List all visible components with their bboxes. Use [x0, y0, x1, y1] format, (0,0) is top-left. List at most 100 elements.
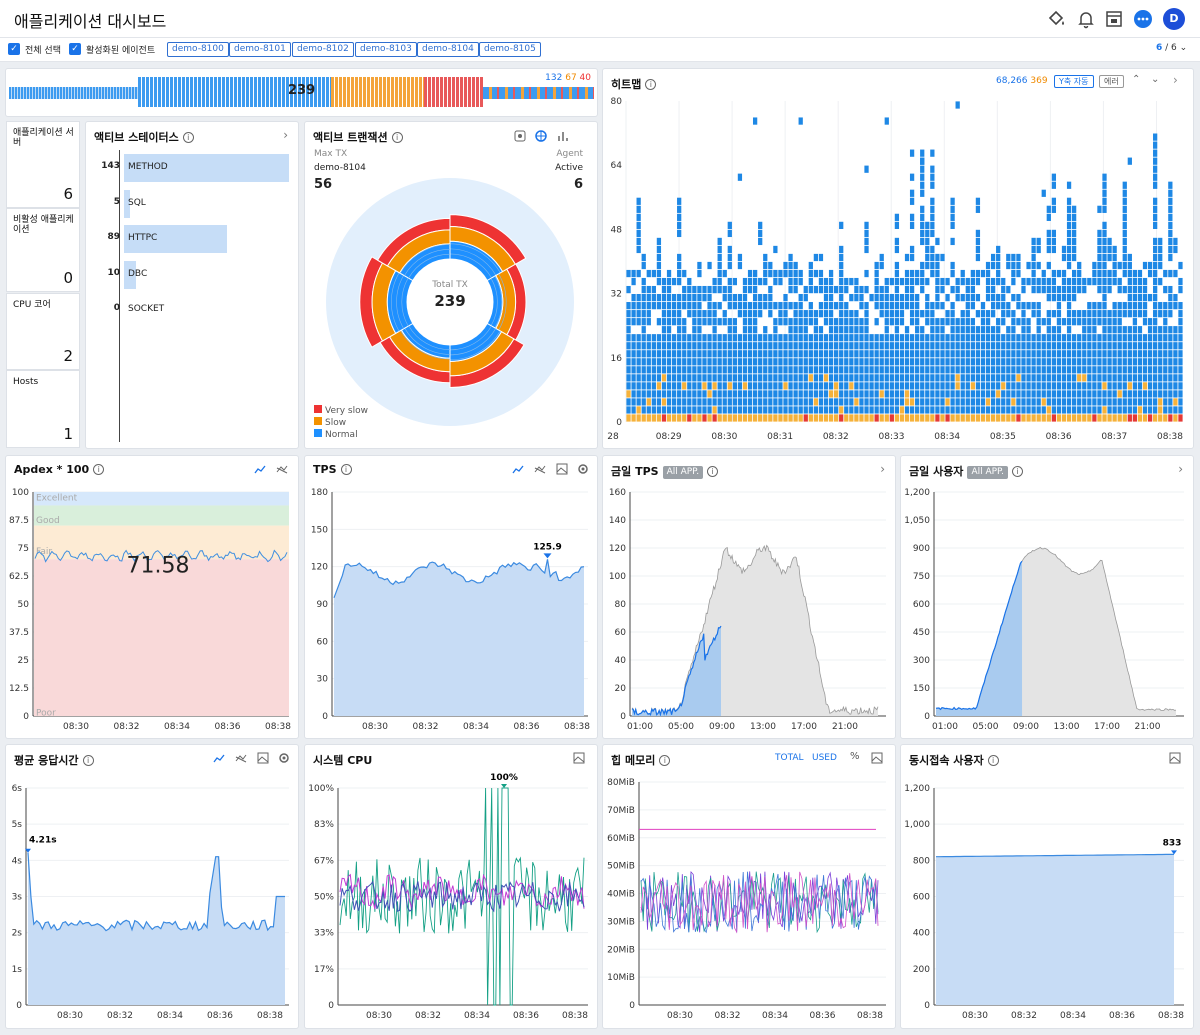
info-icon[interactable]: i: [391, 132, 403, 143]
agent-count[interactable]: 6 / 6 ⌄: [1156, 43, 1188, 53]
line-chart-icon[interactable]: [254, 463, 266, 475]
agent-chip[interactable]: demo-8103: [355, 42, 417, 57]
heat-cell: [869, 390, 874, 398]
heat-cell: [1051, 398, 1057, 406]
info-icon[interactable]: i: [340, 464, 352, 475]
peak-marker: [501, 784, 508, 788]
line-chart-icon[interactable]: [213, 752, 225, 764]
kpi-app-server[interactable]: 애플리케이션 서버 6: [7, 122, 79, 207]
gear-icon[interactable]: [278, 752, 290, 764]
agent-chip[interactable]: demo-8105: [479, 42, 541, 57]
heat-cell: [646, 318, 651, 326]
info-icon[interactable]: i: [1011, 466, 1023, 477]
heat-cell: [768, 366, 773, 374]
y-axis-auto-button[interactable]: Y축 자동: [1054, 75, 1094, 88]
image-icon[interactable]: [257, 752, 269, 764]
info-icon[interactable]: i: [93, 464, 105, 475]
agent-chip[interactable]: demo-8102: [292, 42, 354, 57]
heat-cell: [626, 302, 631, 310]
agent-chip[interactable]: demo-8100: [167, 42, 229, 57]
kpi-cpu-core[interactable]: CPU 코어 2: [7, 294, 79, 369]
ring-gridline: [449, 253, 492, 279]
image-icon[interactable]: [573, 752, 585, 764]
heat-cell: [783, 294, 788, 302]
heat-cell: [935, 414, 940, 422]
paint-bucket-icon[interactable]: [1046, 9, 1066, 29]
heat-cell: [783, 261, 788, 270]
used-toggle[interactable]: USED: [812, 753, 837, 763]
trend-icon[interactable]: [534, 463, 546, 475]
image-icon[interactable]: [1169, 752, 1181, 764]
chevron-right-icon[interactable]: ›: [283, 128, 288, 142]
agent-chip[interactable]: demo-8101: [229, 42, 291, 57]
kpi-inactive-app[interactable]: 비활성 애플리케이션 0: [7, 209, 79, 291]
agent-chip[interactable]: demo-8104: [417, 42, 479, 57]
status-row[interactable]: 143 METHOD: [86, 154, 296, 182]
kpi-hosts[interactable]: Hosts 1: [7, 371, 79, 447]
info-icon[interactable]: i: [707, 466, 719, 477]
calendar-icon[interactable]: [1104, 9, 1124, 29]
heat-cell: [1147, 414, 1153, 422]
bar-chart-icon[interactable]: [557, 130, 569, 142]
status-row[interactable]: 0 SOCKET: [86, 296, 296, 324]
info-icon[interactable]: i: [645, 79, 657, 90]
image-icon[interactable]: [556, 463, 568, 475]
heat-cell: [1072, 366, 1077, 374]
system-cpu-chart[interactable]: 100%83%67%50%33%17%008:30 08:32 08:34 08:36…: [305, 745, 597, 1028]
heat-cell: [1173, 237, 1178, 246]
heat-cell: [904, 277, 910, 286]
heat-cell: [1097, 318, 1102, 326]
status-row[interactable]: 10 DBC: [86, 260, 296, 289]
status-row[interactable]: 5 SQL: [86, 189, 296, 218]
snapshot-icon[interactable]: [514, 130, 526, 142]
chevron-up-icon[interactable]: ⌃: [1132, 74, 1141, 85]
avatar[interactable]: D: [1163, 8, 1185, 30]
heat-cell: [752, 406, 758, 414]
trend-icon[interactable]: [235, 752, 247, 764]
line-chart-icon[interactable]: [512, 463, 524, 475]
heat-cell: [904, 406, 910, 414]
info-icon[interactable]: i: [987, 755, 999, 766]
heat-cell: [798, 398, 803, 406]
bell-icon[interactable]: [1076, 9, 1096, 29]
percent-icon[interactable]: %: [850, 751, 860, 762]
heat-cell: [641, 382, 646, 390]
heat-cell: [1092, 261, 1097, 270]
chevron-down-icon[interactable]: ⌄: [1151, 74, 1160, 85]
heap-memory-chart[interactable]: 80MiB70MiB60MiB50MiB40MiB30MiB20MiB10MiB…: [603, 745, 895, 1028]
error-button[interactable]: 에러: [1099, 75, 1124, 88]
info-icon[interactable]: i: [82, 755, 94, 766]
heat-cell: [1092, 302, 1097, 310]
trend-icon[interactable]: [276, 463, 288, 475]
more-icon[interactable]: [1133, 9, 1153, 29]
total-toggle[interactable]: TOTAL: [775, 753, 804, 763]
chevron-right-icon[interactable]: ›: [1173, 73, 1178, 87]
chevron-right-icon[interactable]: ›: [1178, 462, 1183, 476]
chevron-right-icon[interactable]: ›: [880, 462, 885, 476]
info-icon[interactable]: i: [182, 132, 194, 143]
tx-stack-bar[interactable]: [9, 77, 594, 107]
gear-icon[interactable]: [577, 463, 589, 475]
heat-cell: [697, 269, 702, 278]
heat-cell: [1127, 350, 1132, 358]
heat-cell: [742, 390, 748, 398]
circle-chart-icon[interactable]: [535, 130, 547, 142]
center-label: Total TX: [432, 280, 468, 290]
heat-cell: [1158, 334, 1163, 342]
tx-radial-chart[interactable]: [305, 122, 597, 448]
status-bar: [124, 260, 136, 289]
select-all-checkbox[interactable]: ✓: [8, 43, 20, 55]
active-agents-checkbox[interactable]: ✓: [69, 43, 81, 55]
info-icon[interactable]: i: [659, 755, 671, 766]
image-icon[interactable]: [871, 752, 883, 764]
status-rows: 143 METHOD 5 SQL 89 HTTPC 10 DBC 0 SOCKET: [86, 154, 298, 334]
heat-cell: [1147, 406, 1153, 414]
status-row[interactable]: 89 HTTPC: [86, 225, 296, 253]
